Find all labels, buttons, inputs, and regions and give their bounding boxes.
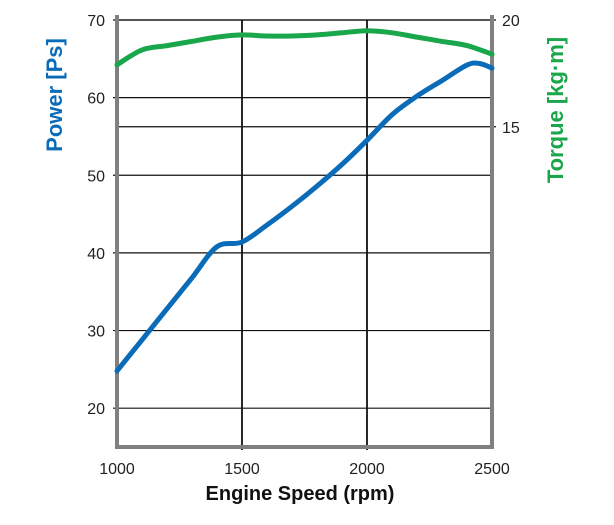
series-layer [114, 28, 495, 374]
x-tick-label-1500: 1500 [224, 461, 260, 478]
grid [113, 19, 496, 450]
x-tick-label-2000: 2000 [349, 461, 385, 478]
axes [115, 15, 494, 449]
power-series-line [114, 60, 495, 374]
y-left-tick-label-60: 60 [87, 91, 105, 108]
y-left-tick-label-50: 50 [87, 168, 105, 185]
torque-series-line [114, 28, 495, 68]
y-left-tick-label-20: 20 [87, 401, 105, 418]
y-left-tick-label-40: 40 [87, 246, 105, 263]
x-tick-label-2500: 2500 [474, 461, 510, 478]
x-axis-title: Engine Speed (rpm) [206, 483, 395, 505]
x-tick-label-1000: 1000 [99, 461, 135, 478]
y-right-tick-label-15: 15 [502, 120, 520, 137]
y-right-tick-label-20: 20 [502, 13, 520, 30]
y-right-axis-title: Torque [kg·m] [543, 37, 568, 183]
y-left-tick-label-70: 70 [87, 13, 105, 30]
y-left-tick-label-30: 30 [87, 324, 105, 341]
labels-layer: 1000 1500 2000 2500 20 30 40 50 60 70 15 20 Engine S… [42, 13, 568, 505]
y-left-axis-title: Power [Ps] [42, 38, 67, 152]
